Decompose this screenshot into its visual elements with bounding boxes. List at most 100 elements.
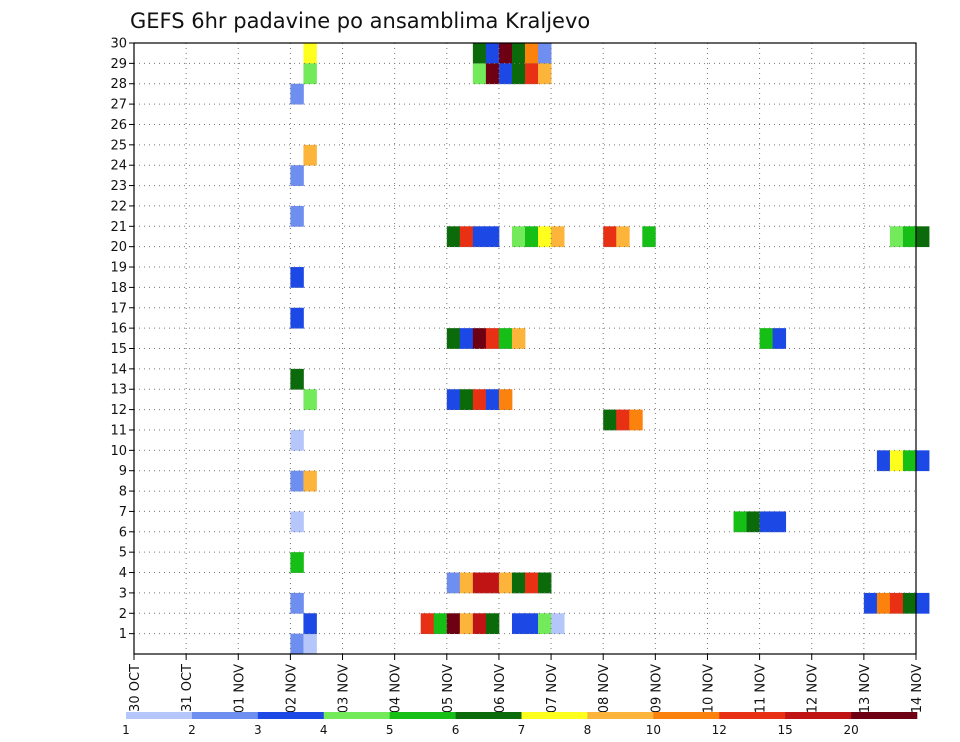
heatmap-cell — [303, 43, 317, 64]
y-tick-label: 1 — [119, 627, 127, 642]
heatmap-cell — [772, 511, 787, 533]
heatmap-cell — [459, 389, 474, 410]
heatmap-cell — [902, 592, 917, 614]
y-tick-label: 16 — [110, 322, 127, 337]
heatmap-cell — [603, 409, 617, 431]
x-tick-label: 07 NOV — [545, 664, 560, 713]
heatmap-cell — [485, 613, 500, 635]
heatmap-cell — [746, 511, 760, 533]
heatmap-cell — [446, 389, 461, 410]
heatmap-cell — [525, 226, 539, 248]
chart-title: GEFS 6hr padavine po ansamblima Kraljevo — [130, 9, 590, 33]
heatmap-cell — [420, 613, 435, 635]
heatmap-cell — [303, 470, 317, 492]
heatmap-cells — [290, 43, 930, 655]
x-tick-label: 03 NOV — [337, 664, 352, 713]
heatmap-cell — [303, 63, 317, 85]
heatmap-cell — [472, 389, 487, 410]
heatmap-cell — [485, 63, 500, 85]
heatmap-cell — [525, 572, 539, 594]
heatmap-cell — [876, 450, 891, 472]
legend: 1 2 3 4 5 6 7 8 10 12 15 20 — [122, 712, 918, 737]
heatmap-cell — [472, 328, 487, 349]
heatmap-cell — [538, 572, 552, 594]
x-tick-label: 30 OCT — [128, 664, 143, 712]
heatmap-cell — [876, 592, 891, 614]
heatmap-cell — [511, 226, 526, 248]
y-axis-ticks: 1234567891011121314151617181920212223242… — [110, 37, 134, 642]
legend-label: 6 — [452, 723, 460, 737]
heatmap-cell — [485, 328, 500, 349]
x-tick-label: 09 NOV — [649, 664, 664, 713]
heatmap-cell — [629, 409, 643, 431]
legend-swatch — [587, 712, 654, 719]
y-tick-label: 5 — [119, 546, 127, 561]
heatmap-cell — [446, 328, 461, 349]
heatmap-cell — [485, 43, 500, 64]
y-tick-label: 25 — [110, 138, 127, 153]
y-tick-label: 12 — [110, 403, 127, 418]
legend-label: 3 — [254, 723, 262, 737]
heatmap-cell — [303, 633, 317, 655]
x-tick-label: 13 NOV — [858, 664, 873, 713]
heatmap-cell — [511, 613, 526, 635]
heatmap-cell — [889, 226, 904, 248]
legend-swatch — [521, 712, 588, 719]
legend-label: 2 — [188, 723, 196, 737]
heatmap-cell — [472, 572, 487, 594]
y-tick-label: 2 — [119, 607, 127, 622]
y-tick-label: 26 — [110, 118, 127, 133]
legend-swatch — [257, 712, 325, 719]
legend-swatch — [191, 712, 259, 719]
legend-label: 7 — [518, 723, 526, 737]
legend-label: 12 — [712, 723, 727, 737]
heatmap-cell — [290, 552, 304, 573]
heatmap-cell — [616, 226, 630, 248]
heatmap-cell — [459, 572, 474, 594]
heatmap-cell — [733, 511, 747, 533]
heatmap-cell — [759, 328, 774, 349]
heatmap-cell — [863, 592, 878, 614]
heatmap-cell — [472, 613, 487, 635]
legend-swatch — [323, 712, 390, 719]
x-tick-label: 06 NOV — [493, 664, 508, 713]
heatmap-cell — [916, 592, 930, 614]
heatmap-cell — [290, 429, 304, 451]
x-tick-label: 02 NOV — [284, 664, 299, 713]
y-tick-label: 27 — [110, 98, 127, 113]
x-tick-label: 01 NOV — [232, 664, 247, 713]
heatmap-cell — [889, 592, 904, 614]
heatmap-cell — [485, 226, 500, 248]
x-tick-label: 14 NOV — [910, 664, 925, 713]
heatmap-cell — [538, 613, 552, 635]
x-tick-label: 10 NOV — [701, 664, 716, 713]
heatmap-cell — [511, 63, 526, 85]
legend-swatch — [126, 712, 193, 719]
x-tick-label: 05 NOV — [441, 664, 456, 713]
y-tick-label: 6 — [119, 525, 127, 540]
y-tick-label: 4 — [119, 566, 127, 581]
heatmap-cell — [485, 389, 500, 410]
y-tick-label: 22 — [110, 199, 127, 214]
heatmap-cell — [525, 63, 539, 85]
heatmap-cell — [290, 470, 304, 492]
heatmap-cell — [498, 328, 513, 349]
y-tick-label: 21 — [110, 220, 127, 235]
y-tick-label: 24 — [110, 159, 127, 174]
heatmap-cell — [290, 165, 304, 186]
legend-label: 15 — [778, 723, 793, 737]
grid-lines — [134, 43, 916, 654]
y-tick-label: 23 — [110, 179, 127, 194]
y-tick-label: 3 — [119, 586, 127, 601]
heatmap-cell — [525, 613, 539, 635]
y-tick-label: 14 — [110, 362, 127, 377]
legend-swatch — [455, 712, 522, 719]
y-tick-label: 20 — [110, 240, 127, 255]
heatmap-cell — [498, 389, 513, 410]
heatmap-cell — [511, 328, 526, 349]
heatmap-cell — [485, 572, 500, 594]
heatmap-cell — [525, 43, 539, 64]
heatmap-cell — [472, 226, 487, 248]
y-tick-label: 15 — [110, 342, 127, 357]
heatmap-cell — [290, 83, 304, 105]
